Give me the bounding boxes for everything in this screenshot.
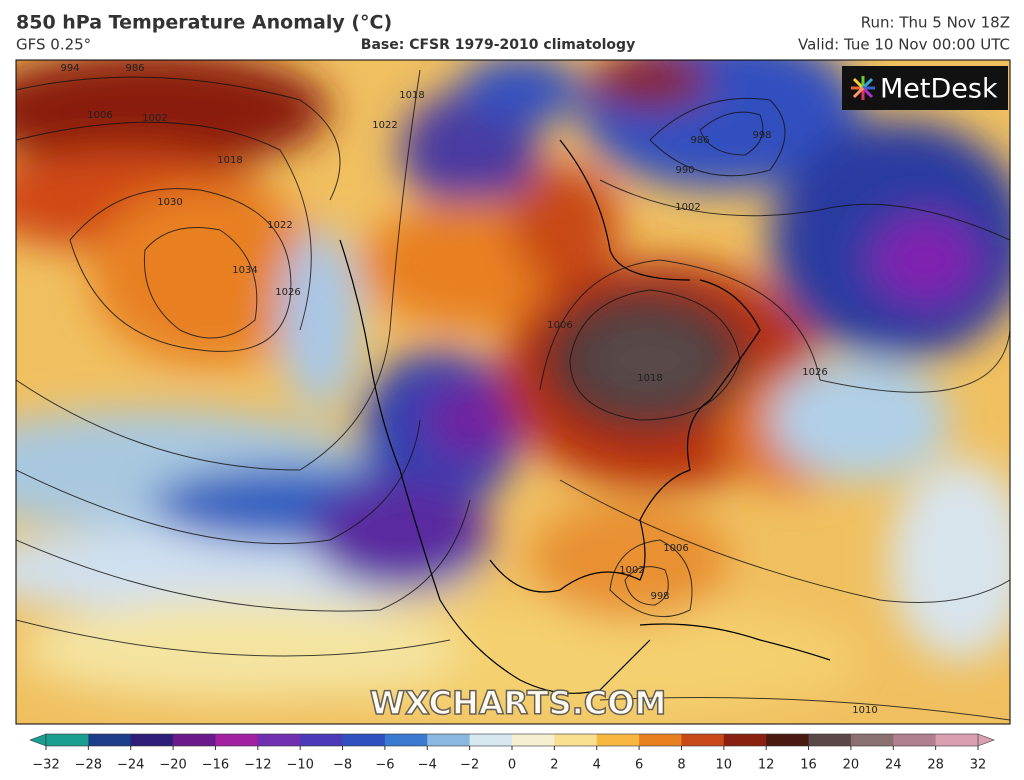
isobar-labels: 994 986 1006 1002 1018 1022 1018 1030 1034 1022 10… <box>60 63 877 716</box>
anomaly-patch <box>770 360 950 480</box>
anomaly-patch <box>16 60 330 170</box>
colorbar-segment <box>173 734 216 746</box>
colorbar-segment <box>766 734 810 746</box>
colorbar-tick-label: −20 <box>159 758 186 773</box>
model-label: GFS 0.25° <box>16 36 91 54</box>
colorbar-tick-label: 10 <box>716 758 733 773</box>
anomaly-patch <box>20 600 460 700</box>
anomaly-patch <box>890 460 1010 660</box>
isobar-label: 1006 <box>87 110 112 121</box>
isobar-label: 1030 <box>157 197 182 208</box>
isobar-label: 990 <box>675 165 694 176</box>
colorbar-segment <box>893 734 937 746</box>
colorbar-segment <box>46 734 89 746</box>
colorbar-end <box>29 733 47 747</box>
colorbar-tick-label: −2 <box>460 758 479 773</box>
anomaly-patch <box>90 185 330 365</box>
colorbar-tick-label: −12 <box>244 758 271 773</box>
colorbar-segment <box>681 734 725 746</box>
colorbar-tick-label: −6 <box>375 758 394 773</box>
colorbar: −32 −28 −24 −20 −16 −12 −10 −8 −6 −4 −2 0 2 4 6 8 10 12 16… <box>29 733 995 773</box>
colorbar-segment <box>130 734 174 746</box>
isobar-label: 986 <box>125 63 144 74</box>
colorbar-segment <box>935 734 979 746</box>
colorbar-segment <box>469 734 513 746</box>
isobar-label: 1018 <box>399 90 424 101</box>
isobar-label: 998 <box>752 130 771 141</box>
colorbar-segment <box>596 734 640 746</box>
colorbar-segment <box>808 734 852 746</box>
isobar-label: 1002 <box>675 202 700 213</box>
colorbar-segment <box>384 734 428 746</box>
colorbar-segment <box>300 734 344 746</box>
coastlines <box>339 139 831 694</box>
colorbar-tick-label: −24 <box>117 758 144 773</box>
colorbar-segment <box>257 734 301 746</box>
isobar-label: 1002 <box>619 565 644 576</box>
isobar-label: 1022 <box>372 120 397 131</box>
isobar-label: 1018 <box>637 373 662 384</box>
colorbar-segment <box>88 734 132 746</box>
isobar-label: 1022 <box>267 220 292 231</box>
isobar-label: 1026 <box>275 287 300 298</box>
isobar-label: 994 <box>60 63 79 74</box>
isobar-label: 998 <box>650 591 669 602</box>
isobar-label: 1006 <box>547 320 572 331</box>
colorbar-tick-label: −16 <box>202 758 229 773</box>
colorbar-tick-label: −4 <box>418 758 437 773</box>
anomaly-patch <box>530 500 730 620</box>
base-label: Base: CFSR 1979-2010 climatology <box>361 37 635 53</box>
anomaly-patch <box>425 380 515 460</box>
logo-icon <box>851 76 875 100</box>
isobar-label: 1026 <box>802 367 827 378</box>
colorbar-tick-label: 2 <box>550 758 558 773</box>
run-label: Run: Thu 5 Nov 18Z <box>861 14 1010 32</box>
watermark: WXCHARTS.COM <box>370 684 667 722</box>
anomaly-patch <box>590 60 710 108</box>
isobars <box>16 69 1010 721</box>
colorbar-tick-label: 28 <box>927 758 944 773</box>
colorbar-tick-label: −28 <box>75 758 102 773</box>
colorbar-tick-label: 4 <box>593 758 601 773</box>
anomaly-patch <box>510 165 620 285</box>
map-title: 850 hPa Temperature Anomaly (°C) <box>16 12 392 34</box>
colorbar-segment <box>215 734 259 746</box>
anomaly-patch <box>580 315 720 405</box>
logo-text: MetDesk <box>880 74 998 105</box>
colorbar-segment <box>512 734 555 746</box>
isobar-label: 986 <box>690 135 709 146</box>
colorbar-segment <box>342 734 386 746</box>
colorbar-tick-label: 6 <box>635 758 643 773</box>
colorbar-tick-label: 12 <box>758 758 775 773</box>
map: 994 986 1006 1002 1018 1022 1018 1030 1034 1022 10… <box>16 60 1010 724</box>
anomaly-patch <box>310 480 490 590</box>
colorbar-tick-label: 0 <box>508 758 516 773</box>
colorbar-tick-label: −8 <box>333 758 352 773</box>
colorbar-end <box>977 733 995 747</box>
isobar-label: 1010 <box>852 705 877 716</box>
valid-label: Valid: Tue 10 Nov 00:00 UTC <box>798 36 1010 54</box>
colorbar-tick-label: 8 <box>677 758 685 773</box>
anomaly-patch <box>460 60 580 125</box>
colorbar-segment <box>639 734 682 746</box>
colorbar-tick-label: 32 <box>970 758 987 773</box>
isobar-label: 1002 <box>142 113 167 124</box>
anomaly-patch <box>870 215 980 305</box>
colorbar-tick-label: 24 <box>885 758 902 773</box>
colorbar-segment <box>554 734 598 746</box>
colorbar-tick-label: −32 <box>32 758 59 773</box>
colorbar-tick-label: −10 <box>286 758 313 773</box>
colorbar-segment <box>723 734 767 746</box>
isobar-label: 1018 <box>217 155 242 166</box>
colorbar-tick-label: 16 <box>800 758 817 773</box>
anomaly-field <box>16 60 1010 720</box>
colorbar-segment <box>427 734 471 746</box>
anomaly-patch <box>280 230 360 410</box>
map-frame <box>15 59 1011 725</box>
colorbar-tick-label: 20 <box>843 758 860 773</box>
colorbar-segment <box>850 734 894 746</box>
isobar-label: 1034 <box>232 265 257 276</box>
isobar-label: 1006 <box>663 543 688 554</box>
